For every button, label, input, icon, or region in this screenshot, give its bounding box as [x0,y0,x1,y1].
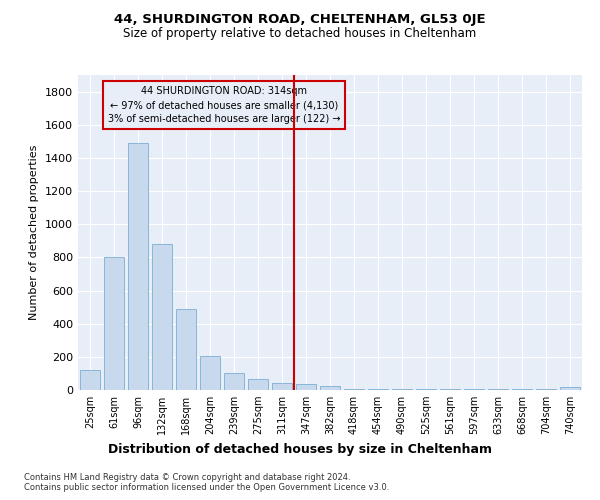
Bar [224,372,244,390]
Text: Size of property relative to detached houses in Cheltenham: Size of property relative to detached ho… [124,28,476,40]
Bar [296,384,316,390]
Bar [416,389,436,390]
Bar [128,143,148,390]
Bar [392,389,412,390]
Bar [368,389,388,390]
Bar [344,389,364,390]
Bar [320,386,340,390]
Bar [464,389,484,390]
Text: Contains public sector information licensed under the Open Government Licence v3: Contains public sector information licen… [24,482,389,492]
Bar [152,244,172,390]
Text: Distribution of detached houses by size in Cheltenham: Distribution of detached houses by size … [108,442,492,456]
Bar [104,258,124,390]
Bar [248,379,268,390]
Bar [272,384,292,390]
Y-axis label: Number of detached properties: Number of detached properties [29,145,40,320]
Bar [512,389,532,390]
Bar [560,387,580,390]
Bar [80,370,100,390]
Text: Contains HM Land Registry data © Crown copyright and database right 2024.: Contains HM Land Registry data © Crown c… [24,472,350,482]
Bar [200,356,220,390]
Bar [488,389,508,390]
Bar [440,389,460,390]
Bar [536,389,556,390]
Text: 44, SHURDINGTON ROAD, CHELTENHAM, GL53 0JE: 44, SHURDINGTON ROAD, CHELTENHAM, GL53 0… [114,12,486,26]
Text: 44 SHURDINGTON ROAD: 314sqm
← 97% of detached houses are smaller (4,130)
3% of s: 44 SHURDINGTON ROAD: 314sqm ← 97% of det… [108,86,340,124]
Bar [176,309,196,390]
